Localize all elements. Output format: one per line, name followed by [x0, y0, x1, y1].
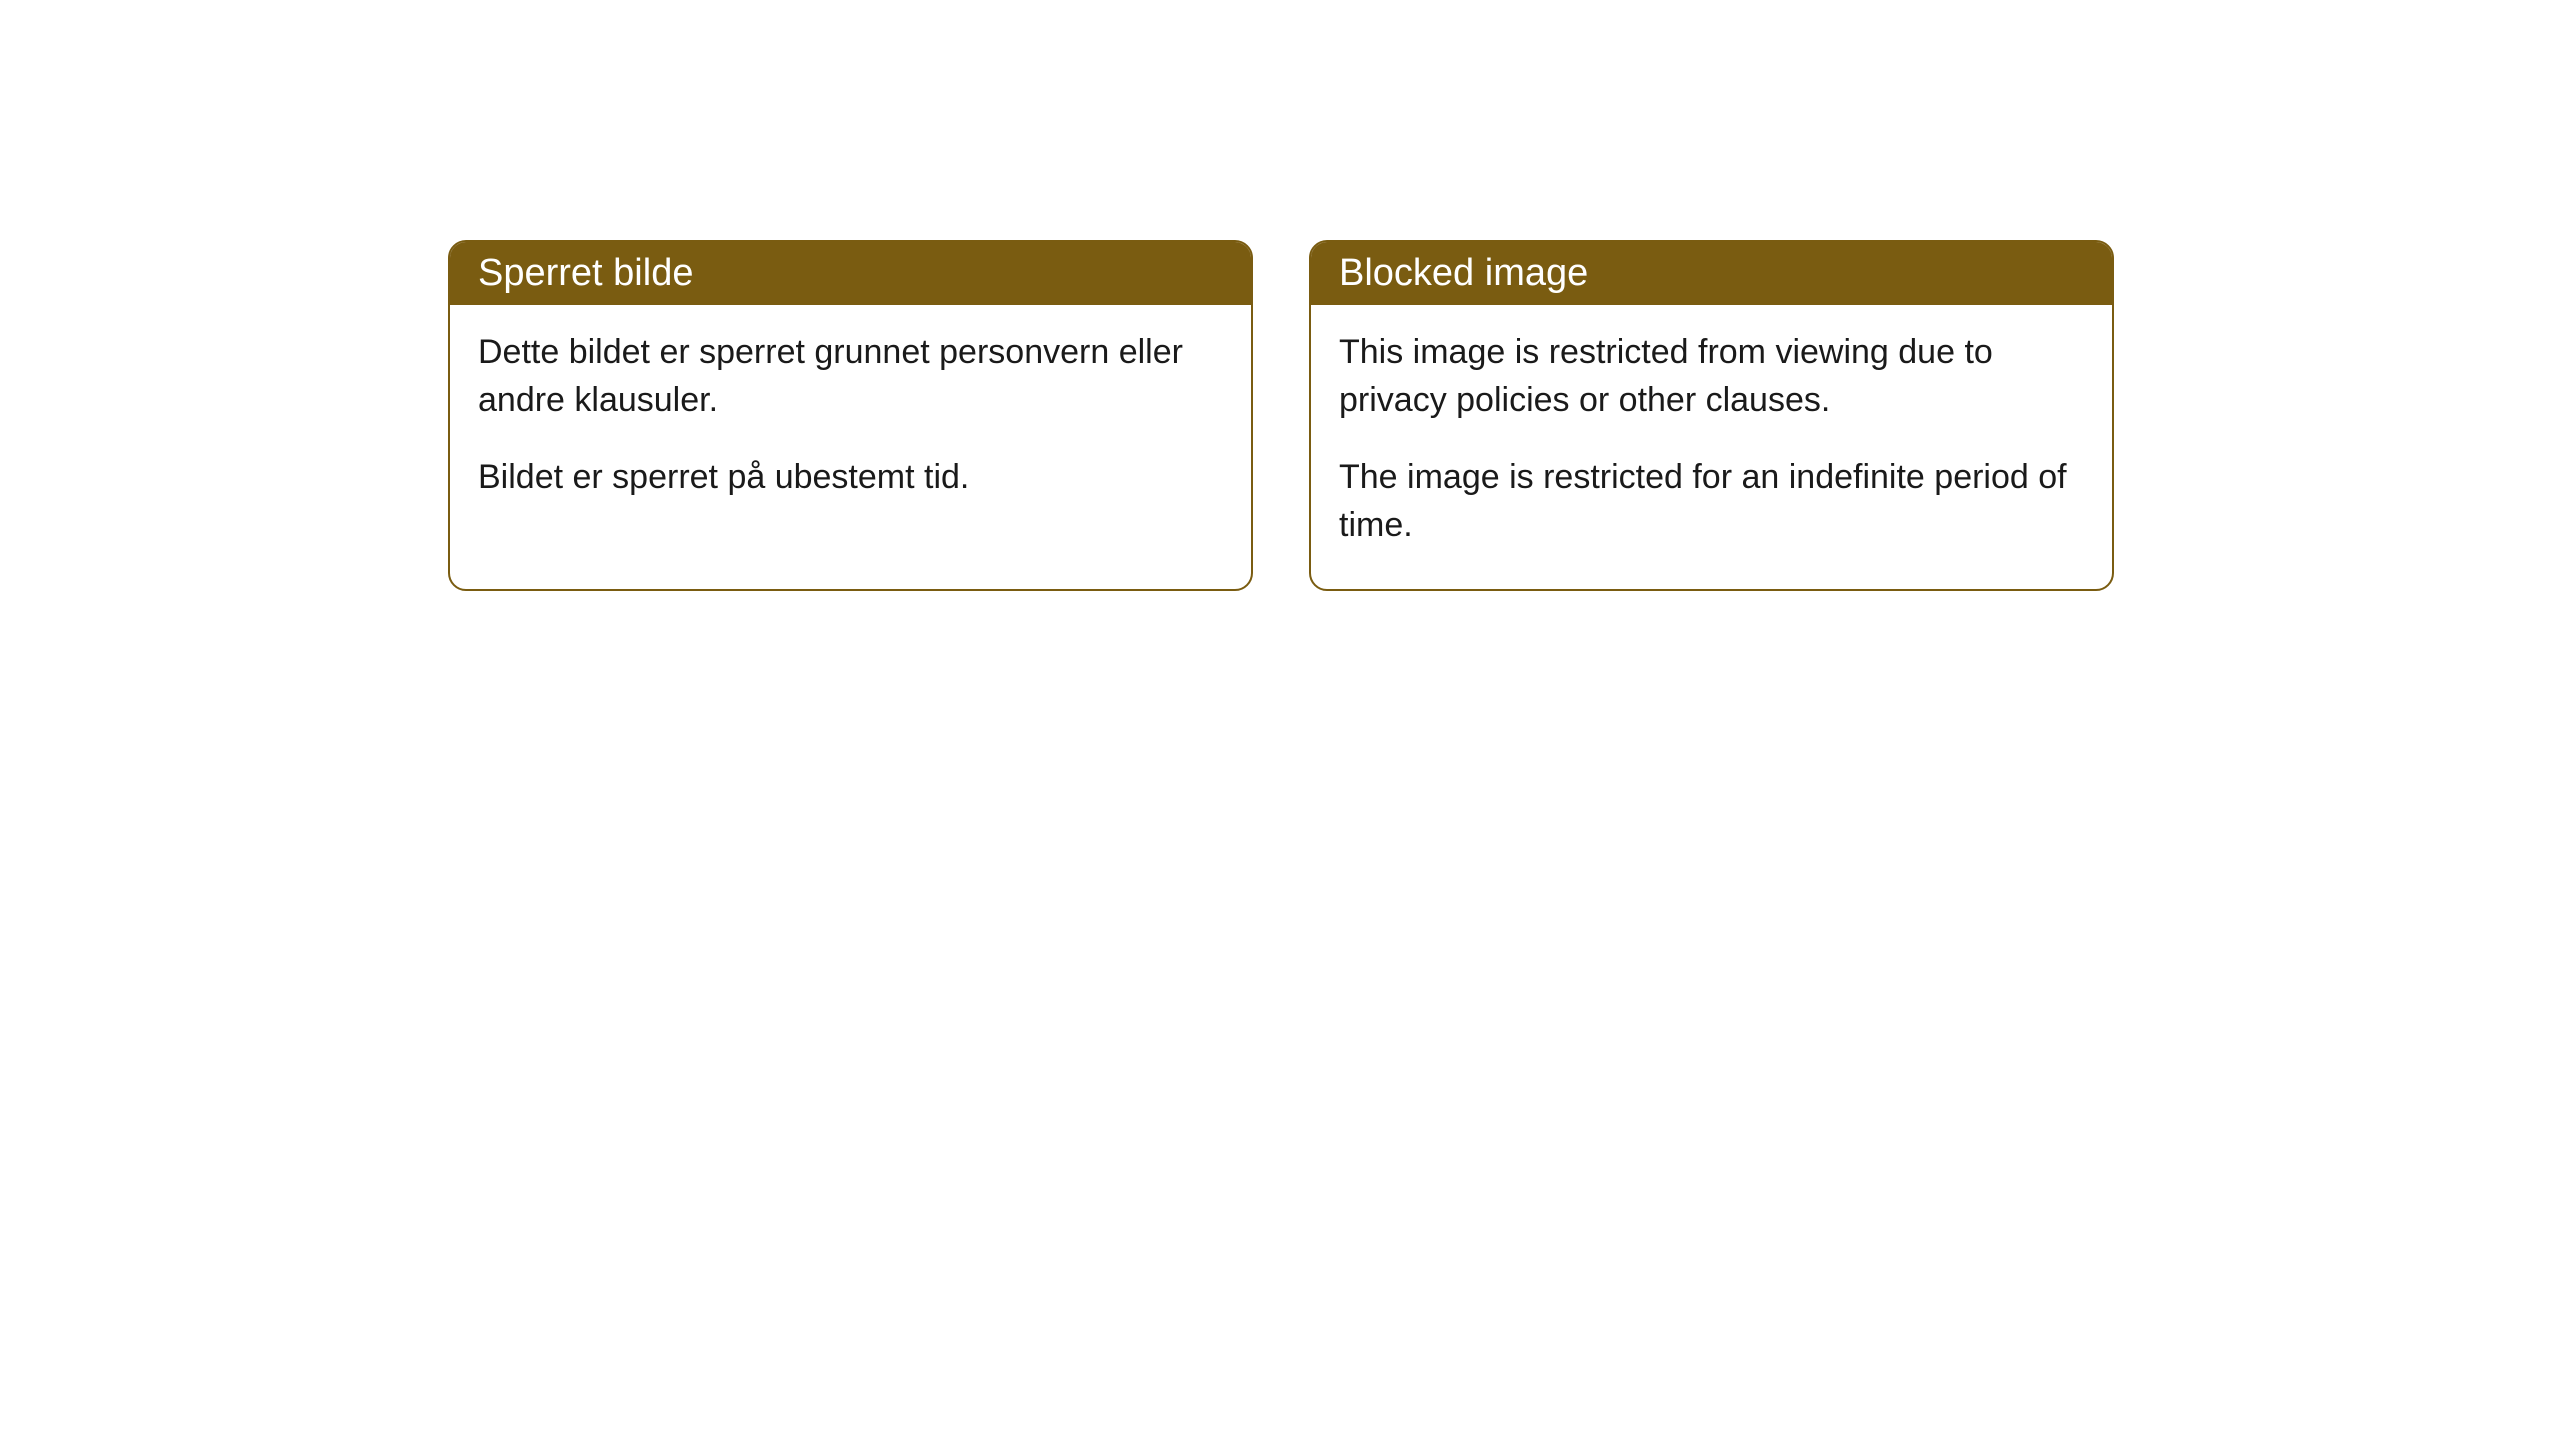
notice-header-english: Blocked image: [1311, 242, 2112, 305]
notice-card-english: Blocked image This image is restricted f…: [1309, 240, 2114, 591]
notice-body-english: This image is restricted from viewing du…: [1311, 305, 2112, 589]
notice-text-english-1: This image is restricted from viewing du…: [1339, 329, 2084, 424]
notice-header-norwegian: Sperret bilde: [450, 242, 1251, 305]
notice-body-norwegian: Dette bildet er sperret grunnet personve…: [450, 305, 1251, 542]
notice-text-norwegian-2: Bildet er sperret på ubestemt tid.: [478, 454, 1223, 502]
notice-text-english-2: The image is restricted for an indefinit…: [1339, 454, 2084, 549]
notice-text-norwegian-1: Dette bildet er sperret grunnet personve…: [478, 329, 1223, 424]
notice-container: Sperret bilde Dette bildet er sperret gr…: [448, 240, 2114, 591]
notice-card-norwegian: Sperret bilde Dette bildet er sperret gr…: [448, 240, 1253, 591]
